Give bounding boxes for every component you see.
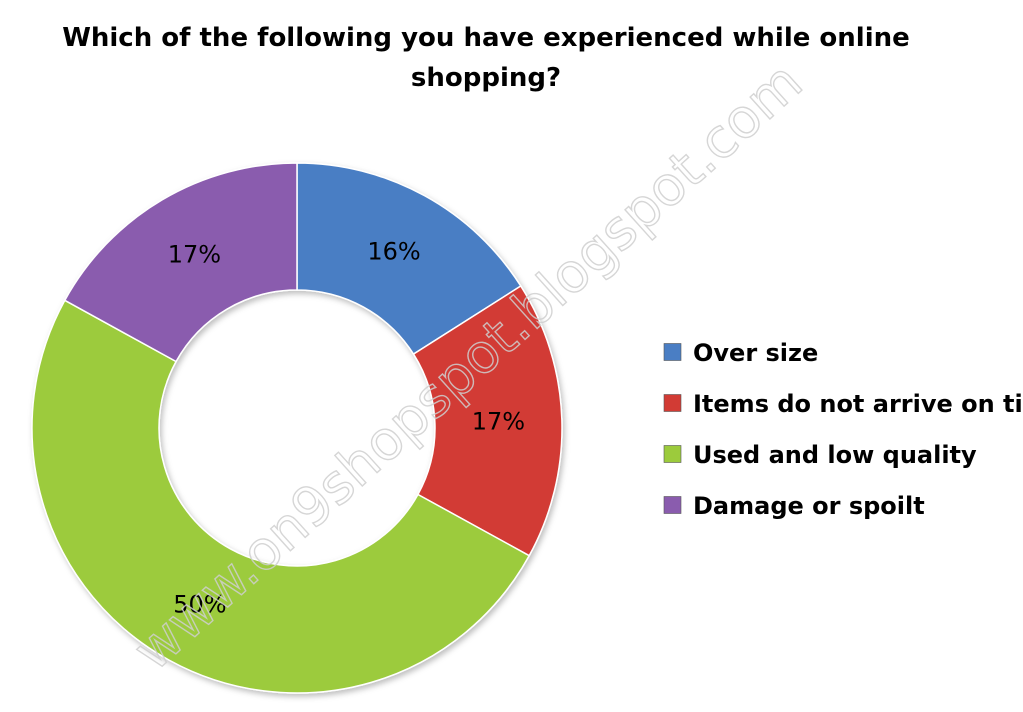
legend-swatch [663,496,682,514]
legend-label: Over size [693,339,818,367]
chart-title-line-1: Which of the following you have experien… [62,23,910,53]
legend-item-damage-or-spoilt: Damage or spoilt [663,492,925,520]
slice-labels: 16% 17% 50% 17% [168,237,525,618]
legend-label: Used and low quality [693,441,977,469]
legend-swatch [663,445,682,463]
slice-over-size [296,162,522,356]
slice-label-damage-or-spoilt: 17% [168,241,221,269]
legend: Over size Items do not arrive on time Used… [663,339,1023,520]
legend-label: Damage or spoilt [693,492,925,520]
legend-label: Items do not arrive on time [693,390,1023,418]
slice-used-and-low-quality [31,299,531,694]
chart-title: Which of the following you have experien… [62,23,910,93]
donut-slices [31,162,563,694]
slice-label-used-and-low-quality: 50% [173,591,226,619]
legend-swatch [663,343,682,361]
legend-swatch [663,394,682,412]
slice-label-items-do-not-arrive-on-time: 17% [472,408,525,436]
legend-item-used-and-low-quality: Used and low quality [663,441,977,469]
chart-title-line-2: shopping? [411,63,561,93]
legend-item-items-do-not-arrive-on-time: Items do not arrive on time [663,390,1023,418]
slice-label-over-size: 16% [367,237,420,265]
slice-items-do-not-arrive-on-time [412,284,563,557]
legend-item-over-size: Over size [663,339,818,367]
slice-damage-or-spoilt [63,162,298,363]
